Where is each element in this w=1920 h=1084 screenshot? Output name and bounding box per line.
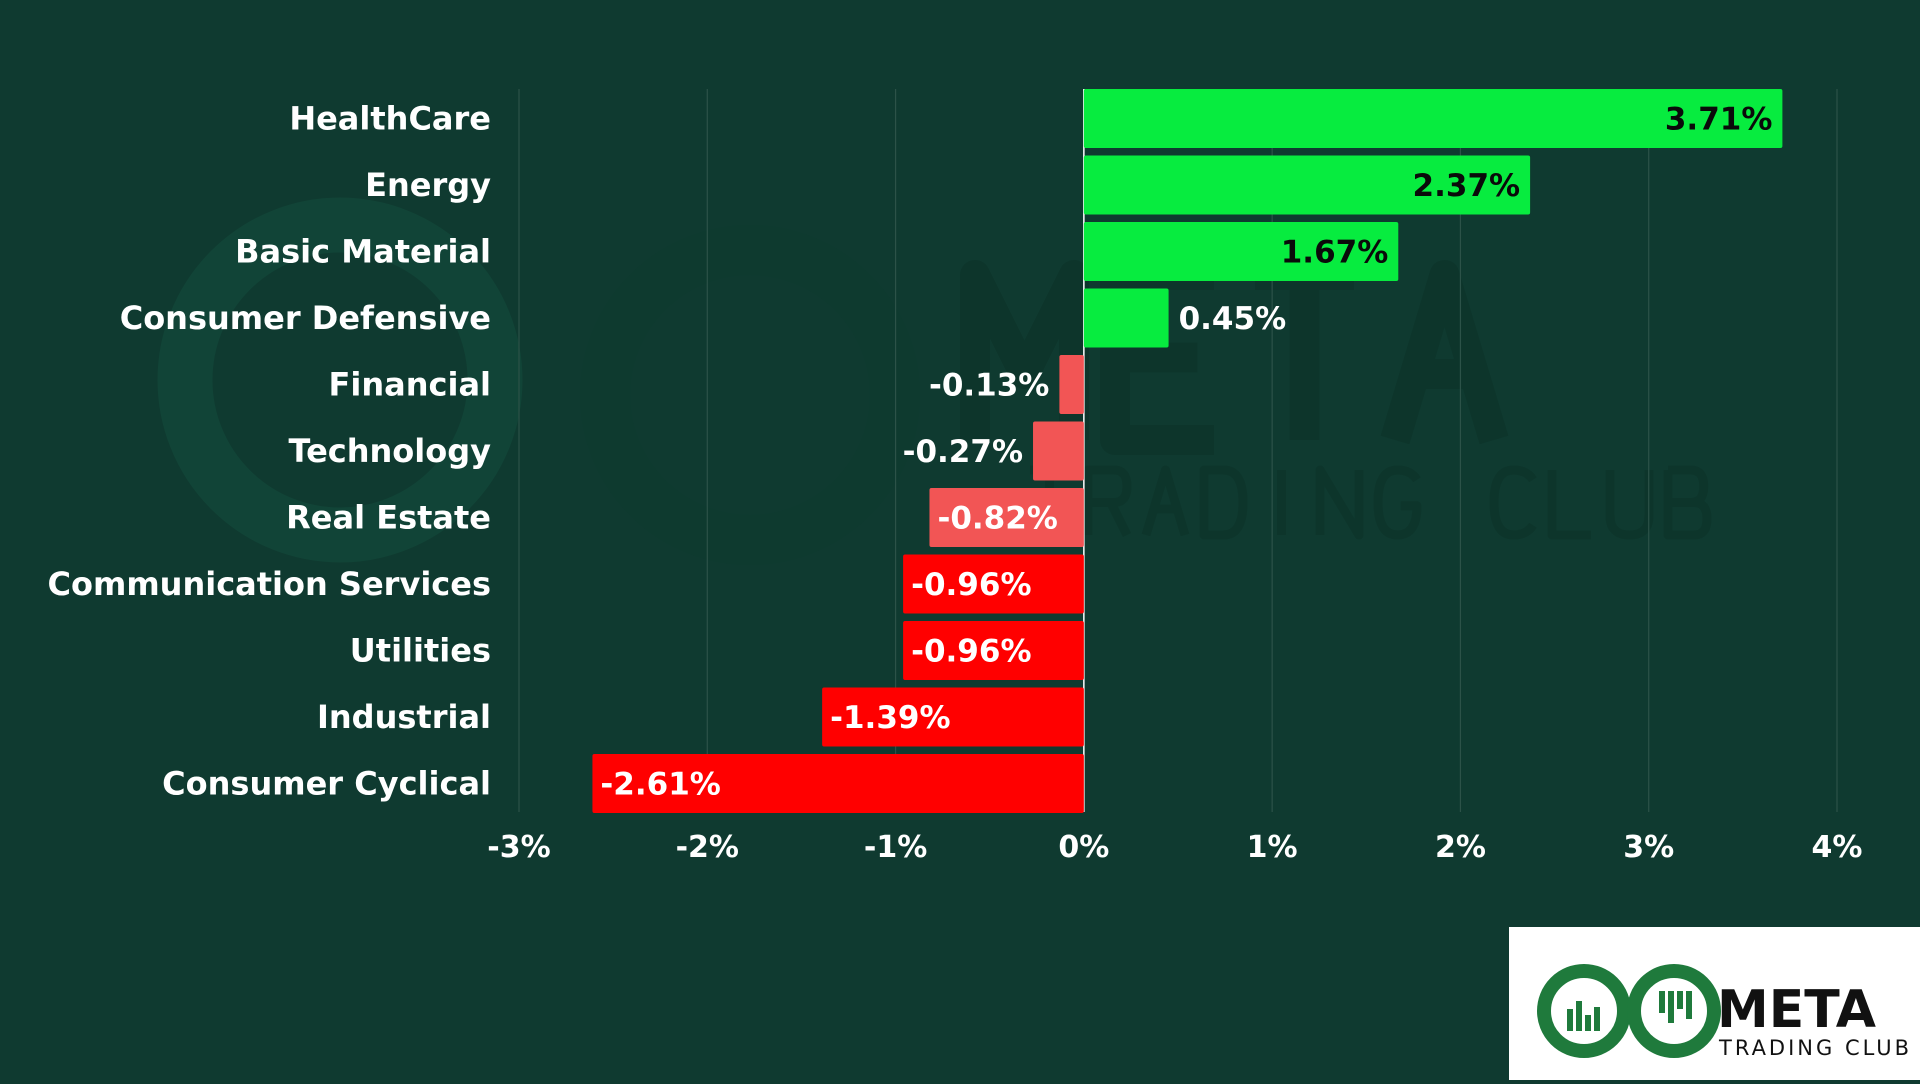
data-label: -0.13%	[929, 368, 1049, 404]
x-tick-label: 2%	[1435, 830, 1486, 865]
data-label: -0.96%	[911, 567, 1031, 603]
data-label: 2.37%	[1413, 168, 1521, 204]
data-label: 3.71%	[1665, 102, 1773, 138]
data-label: -2.61%	[600, 767, 720, 803]
watermark-glyph	[1315, 465, 1364, 540]
watermark-glyph	[1605, 470, 1654, 540]
x-tick-label: -3%	[487, 830, 550, 865]
watermark-glyph	[1380, 260, 1509, 445]
watermark-glyph	[1373, 465, 1422, 540]
data-label: -0.96%	[911, 634, 1031, 670]
bar	[1059, 355, 1084, 414]
bar	[1083, 89, 1783, 148]
x-tick-label: 4%	[1812, 830, 1863, 865]
x-tick-label: 0%	[1058, 830, 1109, 865]
data-label: 0.45%	[1179, 301, 1287, 337]
x-tick-label: 3%	[1623, 830, 1674, 865]
watermark-glyph	[1141, 465, 1190, 537]
watermark-glyph	[1199, 465, 1248, 540]
data-label: 1.67%	[1281, 235, 1389, 271]
bar	[592, 754, 1084, 813]
data-label: -1.39%	[830, 700, 950, 736]
x-tick-label: 1%	[1247, 830, 1298, 865]
category-label: Financial	[329, 366, 491, 404]
category-label: Industrial	[317, 698, 491, 736]
logo-graphic: META TRADING CLUB	[1537, 964, 1912, 1060]
logo-tagline: TRADING CLUB	[1718, 1036, 1912, 1060]
watermark-glyph	[1489, 465, 1537, 540]
category-label: Real Estate	[286, 499, 491, 537]
watermark-logo	[157, 197, 1712, 565]
data-label: -0.27%	[903, 434, 1023, 470]
watermark-glyph	[1255, 260, 1355, 441]
category-label: HealthCare	[289, 100, 491, 138]
bar	[903, 554, 1084, 614]
category-label: Consumer Cyclical	[162, 765, 491, 803]
watermark-glyph	[1547, 470, 1592, 540]
category-label: Utilities	[350, 632, 491, 670]
watermark-tagline	[1030, 465, 1712, 540]
category-label: Technology	[288, 432, 491, 470]
bar	[1083, 222, 1399, 281]
brand-logo: META TRADING CLUB	[1509, 927, 1920, 1080]
x-tick-label: -2%	[676, 830, 739, 865]
bar	[929, 488, 1084, 547]
category-label: Basic Material	[235, 233, 491, 271]
bar	[903, 621, 1084, 680]
category-label: Communication Services	[48, 565, 492, 603]
bar	[1083, 155, 1531, 215]
category-label: Consumer Defensive	[120, 299, 491, 337]
bar	[1083, 288, 1169, 348]
logo-brand: META	[1717, 980, 1876, 1040]
watermark-glyph	[960, 260, 1089, 441]
watermark-glyph	[1083, 465, 1132, 538]
bar	[1033, 421, 1084, 481]
category-label: Energy	[365, 166, 491, 204]
watermark-glyph	[1663, 465, 1712, 540]
x-tick-label: -1%	[864, 830, 927, 865]
data-label: -0.82%	[937, 501, 1057, 537]
watermark-brand	[960, 260, 1509, 455]
bar	[822, 687, 1084, 747]
